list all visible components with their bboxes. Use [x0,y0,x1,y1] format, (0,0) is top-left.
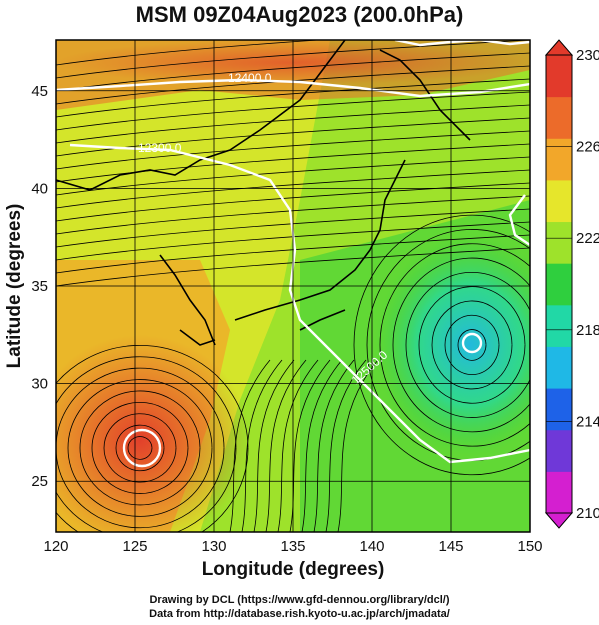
colorbar: 210 214 218 222 226 230 [544,39,599,529]
colorbar-tick-label: 214 [576,413,599,430]
streamline [277,359,319,532]
y-tick-label: 30 [31,376,48,393]
streamline [127,436,153,460]
streamline [56,195,530,235]
streamline [301,359,343,532]
streamline [56,143,530,183]
streamline [56,130,530,170]
streamline [56,221,530,261]
credit-drawing: Drawing by DCL (https://www.gfd-dennou.o… [149,594,450,606]
contour-label: 12400.0 [228,71,272,85]
streamline [56,156,530,196]
colorbar-extend-min [544,512,574,529]
streamline [56,234,530,274]
credits: Drawing by DCL (https://www.gfd-dennou.o… [0,593,599,621]
y-tick-label: 45 [31,83,48,100]
colorbar-extend-max [544,39,574,56]
colorbar-band [546,179,572,223]
lat-lon-grid [56,40,530,532]
temperature-shading [56,40,530,532]
streamline [405,271,530,418]
colorbar-tick-label: 218 [576,322,599,339]
streamline [313,359,355,532]
streamline [253,359,295,532]
contour-label: 12300.0 [138,141,182,155]
y-tick-label: 40 [31,180,48,197]
colorbar-band [546,429,572,472]
x-tick-label: 125 [122,538,147,555]
streamline [353,214,530,476]
plot-frame [55,39,531,533]
streamline [115,424,165,472]
colorbar-tick-label: 226 [576,139,599,156]
y-tick-label: 35 [31,278,48,295]
height-contours [56,40,530,468]
streamline [91,401,189,494]
streamline [56,52,530,92]
y-tick-labels: 25 30 35 40 45 [31,83,48,490]
y-axis-label: Latitude (degrees) [4,204,25,369]
streamline [265,359,307,532]
x-axis-label: Longitude (degrees) [202,559,385,580]
colorbar-band [546,96,572,139]
colorbar-band [546,388,572,431]
streamline [56,40,324,66]
credit-data: Data from http://database.rish.kyoto-u.a… [149,608,450,620]
streamline [337,359,379,532]
y-tick-label: 25 [31,473,48,490]
map-title: MSM 09Z04Aug2023 (200.0hPa) [135,2,464,27]
streamline [444,314,500,375]
x-tick-label: 145 [438,538,463,555]
streamline [56,78,530,118]
streamline [241,359,283,532]
streamline [418,286,526,404]
streamline [56,65,530,105]
x-tick-label: 120 [43,538,68,555]
streamline [56,117,530,157]
streamline [56,91,530,131]
streamline [379,243,530,447]
colorbar-band [546,304,572,347]
colorbar-band [546,138,572,181]
x-tick-label: 150 [517,538,542,555]
streamline [56,40,530,79]
x-tick-label: 140 [359,538,384,555]
streamline [289,359,331,532]
colorbar-band [546,55,572,98]
colorbar-tick-label: 222 [576,230,599,247]
x-tick-label: 130 [201,538,226,555]
streamline [229,359,271,532]
streamline [79,390,201,506]
colorbar-band [546,263,572,306]
colorbar-tick-label: 230 [576,47,599,64]
colorbar-band [546,346,572,389]
map-figure: 12400.0 12300.0 12500.0 120 125 130 135 140 1… [4,39,599,580]
streamline [457,329,487,361]
colorbar-band [546,221,572,264]
streamline [67,379,213,517]
streamline [392,257,530,433]
colorbar-band [546,471,572,514]
streamline [56,356,237,532]
streamline [431,300,513,390]
x-tick-labels: 120 125 130 135 140 145 150 [43,538,542,555]
colorbar-tick-label: 210 [576,505,599,522]
streamline [56,247,530,287]
streamline [56,344,249,532]
streamline [366,229,530,461]
streamline [103,413,177,483]
streamline [325,359,367,532]
x-tick-label: 135 [280,538,305,555]
streamline [56,208,530,248]
